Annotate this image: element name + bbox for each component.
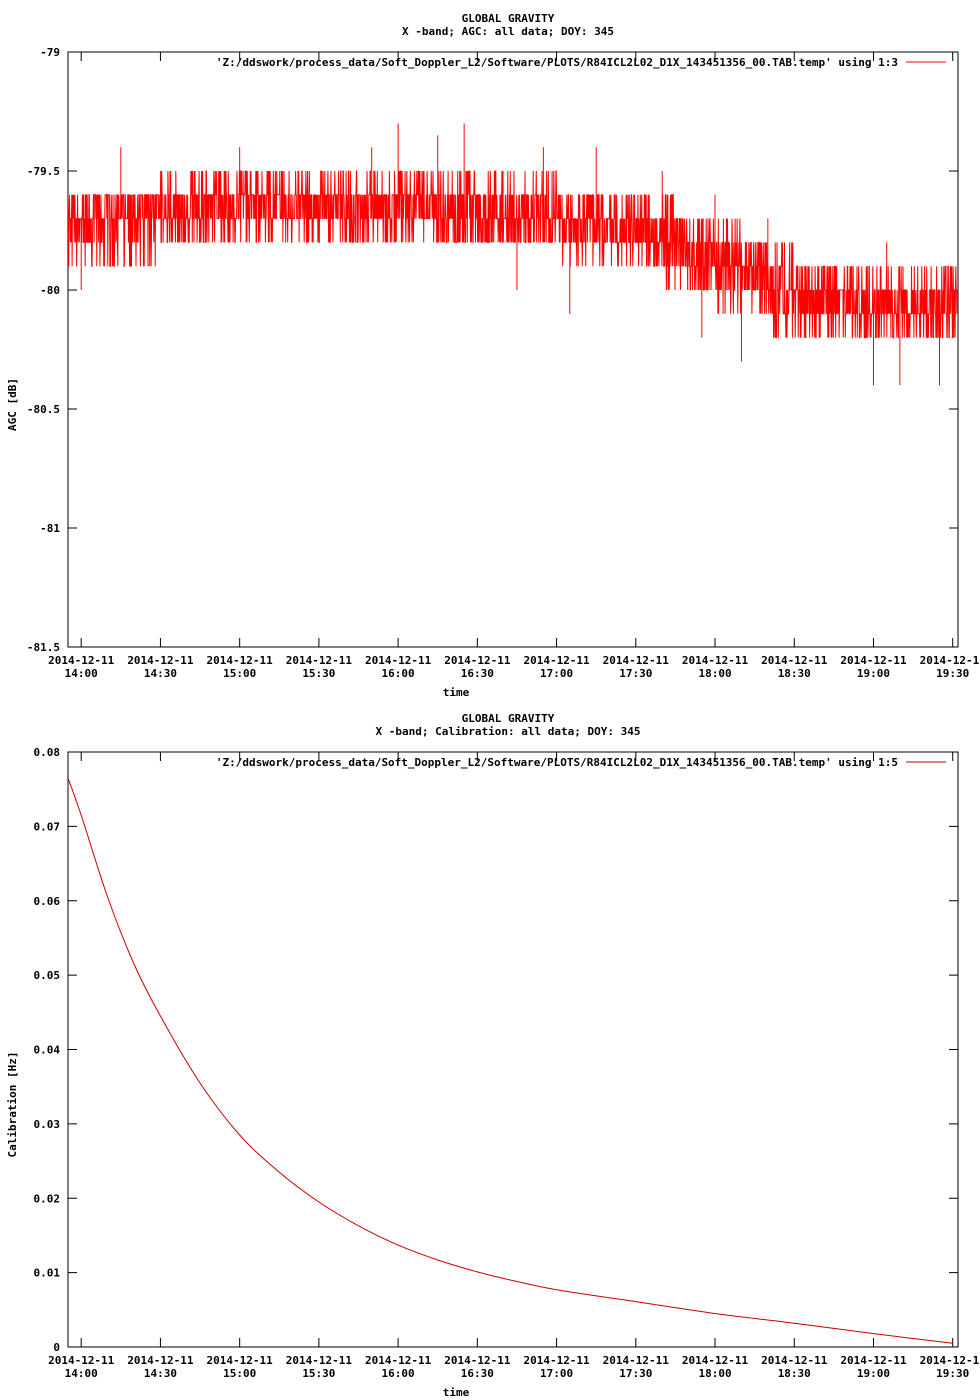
y-tick-label: -81.5 — [27, 641, 60, 654]
chart-subtitle: X -band; AGC: all data; DOY: 345 — [402, 25, 614, 38]
series-line — [68, 170, 958, 339]
x-tick-date-label: 2014-12-11 — [127, 654, 194, 667]
x-tick-date-label: 2014-12-11 — [365, 654, 432, 667]
y-tick-label: -80 — [40, 284, 60, 297]
x-tick-date-label: 2014-12-11 — [682, 1354, 749, 1367]
y-tick-label: 0.04 — [34, 1044, 61, 1057]
x-tick-time-label: 15:00 — [223, 1367, 256, 1380]
x-tick-time-label: 14:00 — [65, 1367, 98, 1380]
y-axis-label: AGC [dB] — [6, 378, 19, 431]
x-tick-date-label: 2014-12-11 — [840, 654, 907, 667]
y-tick-label: -79.5 — [27, 165, 60, 178]
x-tick-time-label: 18:00 — [698, 667, 731, 680]
y-tick-label: 0.06 — [34, 895, 61, 908]
x-tick-date-label: 2014-12-11 — [761, 1354, 828, 1367]
x-tick-time-label: 15:30 — [302, 667, 335, 680]
x-tick-date-label: 2014-12-11 — [761, 654, 828, 667]
x-tick-time-label: 19:30 — [936, 1367, 969, 1380]
x-tick-date-label: 2014-12-11 — [444, 654, 511, 667]
chart-title: GLOBAL GRAVITY — [462, 12, 555, 25]
plot-area — [68, 123, 958, 386]
plot-frame — [67, 51, 959, 648]
y-tick-label: -79 — [40, 46, 60, 59]
x-tick-date-label: 2014-12-11 — [444, 1354, 511, 1367]
x-tick-time-label: 19:00 — [857, 1367, 890, 1380]
legend-label: 'Z:/ddswork/process_data/Soft_Doppler_L2… — [216, 756, 898, 769]
x-tick-date-label: 2014-12-11 — [127, 1354, 194, 1367]
x-tick-date-label: 2014-12-11 — [207, 1354, 274, 1367]
x-tick-time-label: 18:30 — [778, 1367, 811, 1380]
x-tick-time-label: 16:30 — [461, 1367, 494, 1380]
plot-area — [68, 777, 953, 1344]
x-tick-time-label: 14:30 — [144, 1367, 177, 1380]
y-tick-label: 0.07 — [34, 820, 61, 833]
x-tick-time-label: 14:30 — [144, 667, 177, 680]
legend-label: 'Z:/ddswork/process_data/Soft_Doppler_L2… — [216, 56, 898, 69]
y-tick-label: 0.08 — [34, 746, 61, 759]
x-tick-date-label: 2014-12-11 — [286, 1354, 353, 1367]
x-axis-label: time — [443, 686, 470, 699]
x-axis-label: time — [443, 1386, 470, 1399]
y-axis-label: Calibration [Hz] — [6, 1052, 19, 1158]
x-tick-date-label: 2014-12-11 — [920, 654, 980, 667]
x-tick-time-label: 14:00 — [65, 667, 98, 680]
x-tick-date-label: 2014-12-11 — [920, 1354, 980, 1367]
x-tick-date-label: 2014-12-11 — [523, 654, 590, 667]
y-tick-label: 0.02 — [34, 1192, 61, 1205]
x-tick-date-label: 2014-12-11 — [365, 1354, 432, 1367]
x-tick-time-label: 19:30 — [936, 667, 969, 680]
x-tick-date-label: 2014-12-11 — [682, 654, 749, 667]
x-tick-time-label: 17:30 — [619, 667, 652, 680]
x-tick-date-label: 2014-12-11 — [207, 654, 274, 667]
x-tick-time-label: 18:00 — [698, 1367, 731, 1380]
y-tick-label: 0.01 — [34, 1267, 61, 1280]
x-tick-time-label: 17:00 — [540, 1367, 573, 1380]
x-tick-time-label: 16:00 — [382, 1367, 415, 1380]
x-tick-time-label: 15:00 — [223, 667, 256, 680]
x-tick-time-label: 17:00 — [540, 667, 573, 680]
x-tick-date-label: 2014-12-11 — [286, 654, 353, 667]
chart-title: GLOBAL GRAVITY — [462, 712, 555, 725]
y-tick-label: -80.5 — [27, 403, 60, 416]
x-tick-date-label: 2014-12-11 — [48, 654, 115, 667]
chart-subtitle: X -band; Calibration: all data; DOY: 345 — [376, 725, 641, 738]
y-tick-label: 0.03 — [34, 1118, 61, 1131]
x-tick-date-label: 2014-12-11 — [48, 1354, 115, 1367]
x-tick-time-label: 16:00 — [382, 667, 415, 680]
x-tick-date-label: 2014-12-11 — [603, 1354, 670, 1367]
x-tick-date-label: 2014-12-11 — [523, 1354, 590, 1367]
x-tick-time-label: 18:30 — [778, 667, 811, 680]
x-tick-time-label: 15:30 — [302, 1367, 335, 1380]
y-tick-label: 0.05 — [34, 969, 61, 982]
x-tick-date-label: 2014-12-11 — [603, 654, 670, 667]
series-line — [68, 777, 953, 1344]
y-tick-label: 0 — [53, 1341, 60, 1354]
x-tick-time-label: 17:30 — [619, 1367, 652, 1380]
x-tick-date-label: 2014-12-11 — [840, 1354, 907, 1367]
x-tick-time-label: 19:00 — [857, 667, 890, 680]
x-tick-time-label: 16:30 — [461, 667, 494, 680]
plot-frame — [67, 751, 959, 1348]
y-tick-label: -81 — [40, 522, 60, 535]
